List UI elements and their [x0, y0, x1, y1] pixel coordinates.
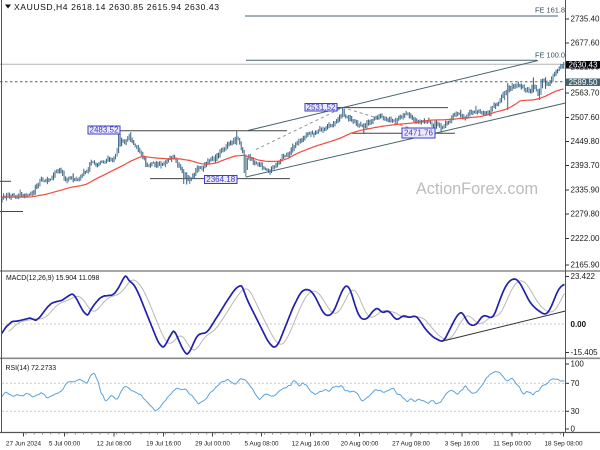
svg-text:18 Sep 08:00: 18 Sep 08:00: [544, 441, 582, 448]
svg-text:FE 100.0: FE 100.0: [535, 51, 565, 60]
svg-text:2677.60: 2677.60: [571, 39, 600, 48]
svg-text:2449.80: 2449.80: [571, 137, 600, 146]
svg-text:12 Aug 16:00: 12 Aug 16:00: [292, 441, 330, 448]
svg-text:30: 30: [571, 407, 580, 416]
svg-text:2630.43: 2630.43: [569, 61, 598, 70]
svg-text:5 Jul 00:00: 5 Jul 00:00: [49, 441, 81, 448]
svg-text:2589.50: 2589.50: [569, 78, 598, 87]
svg-text:2364.18: 2364.18: [206, 175, 235, 184]
svg-text:2483.52: 2483.52: [90, 126, 119, 135]
svg-text:2735.40: 2735.40: [571, 15, 600, 24]
svg-text:27 Jun 2024: 27 Jun 2024: [6, 441, 42, 448]
svg-text:-15.405: -15.405: [571, 348, 599, 357]
svg-text:2335.90: 2335.90: [571, 186, 600, 195]
svg-text:2563.70: 2563.70: [571, 89, 600, 98]
svg-text:2507.60: 2507.60: [571, 113, 600, 122]
svg-text:23.422: 23.422: [571, 272, 596, 281]
svg-text:2222.00: 2222.00: [571, 234, 600, 243]
svg-text:27 Aug 08:00: 27 Aug 08:00: [392, 441, 430, 448]
svg-text:70: 70: [571, 379, 580, 388]
svg-text:11 Sep 00:00: 11 Sep 00:00: [493, 441, 531, 448]
svg-text:100: 100: [571, 360, 585, 369]
svg-text:0.00: 0.00: [571, 320, 587, 329]
svg-text:20 Aug 00:00: 20 Aug 00:00: [341, 441, 379, 448]
svg-text:19 Jul 16:00: 19 Jul 16:00: [146, 441, 181, 448]
svg-text:2393.70: 2393.70: [571, 161, 600, 170]
svg-text:0: 0: [571, 425, 576, 434]
svg-text:2165.90: 2165.90: [571, 261, 600, 270]
svg-text:RSI(14) 72.2733: RSI(14) 72.2733: [6, 365, 57, 372]
svg-text:29 Jul 00:00: 29 Jul 00:00: [195, 441, 230, 448]
svg-text:3 Sep 16:00: 3 Sep 16:00: [445, 441, 480, 448]
svg-text:2531.52: 2531.52: [307, 103, 336, 112]
svg-text:MACD(12,26,9) 15.904 11.098: MACD(12,26,9) 15.904 11.098: [6, 275, 100, 282]
svg-text:XAUUSD,H4 2618.14 2630.85 261: XAUUSD,H4 2618.14 2630.85 2615.94 2630.4…: [14, 2, 220, 12]
svg-text:5 Aug 08:00: 5 Aug 08:00: [244, 441, 279, 448]
svg-text:12 Jul 08:00: 12 Jul 08:00: [97, 441, 132, 448]
svg-text:2279.80: 2279.80: [571, 210, 600, 219]
svg-text:ActionForex.com: ActionForex.com: [416, 180, 538, 198]
svg-text:FE 161.8: FE 161.8: [535, 6, 565, 15]
svg-text:2471.76: 2471.76: [404, 129, 433, 138]
